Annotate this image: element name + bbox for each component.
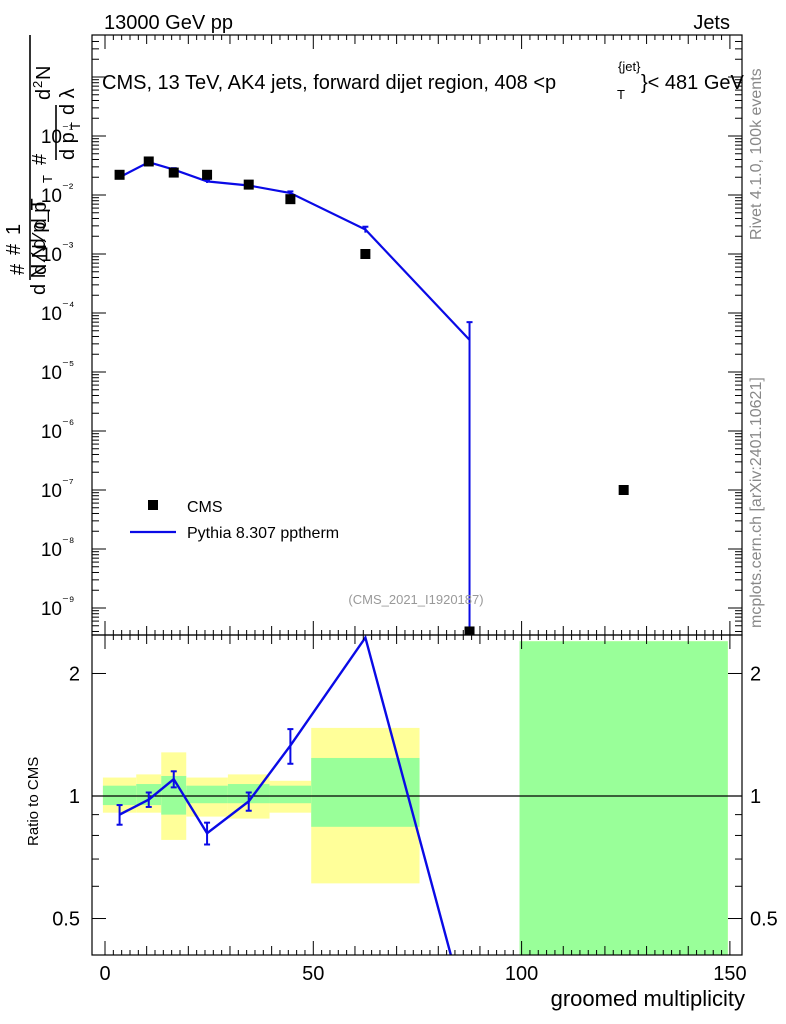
title-sup: {jet} [618, 59, 641, 74]
x-tick-label: 0 [99, 963, 110, 985]
main-y-tick-label: 10 [41, 540, 62, 561]
main-y-tick-exponent: ⁻⁹ [62, 593, 74, 608]
data-point [285, 194, 296, 205]
header-beam-label: 13000 GeV pp [104, 12, 233, 34]
svg-text:1: 1 [3, 224, 25, 235]
ratio-panel: 0.5 0.5 1 1 2 2 0 50 100 150 Ratio to CMS groomed… [25, 634, 778, 1011]
ratio-mc-line [119, 635, 453, 955]
main-y-tick-exponent: ⁻¹ [62, 121, 74, 136]
main-y-tick-exponent: ⁻⁶ [62, 416, 74, 431]
main-y-tick-exponent: ⁻⁷ [62, 475, 74, 490]
data-point [114, 169, 125, 180]
main-y-tick-exponent: ⁻⁸ [62, 534, 74, 549]
svg-text:#: # [7, 263, 29, 275]
svg-text:2: 2 [30, 81, 45, 88]
analysis-tag: (CMS_2021_I1920187) [348, 592, 483, 607]
main-y-tick-label: 10 [41, 599, 62, 620]
main-y-tick-label: 10 [41, 127, 62, 148]
main-y-tick-label: 10 [41, 245, 62, 266]
svg-text:d N ⁄ d p: d N ⁄ d p [29, 202, 51, 275]
svg-text:d p: d p [57, 132, 79, 160]
svg-text:N: N [33, 66, 55, 80]
ratio-band-inner [102, 785, 137, 806]
svg-text:CMS, 13 TeV, AK4 jets, forward: CMS, 13 TeV, AK4 jets, forward dijet reg… [102, 72, 556, 94]
data-point [143, 156, 154, 167]
chart-title: CMS, 13 TeV, AK4 jets, forward dijet reg… [102, 59, 745, 102]
main-y-tick-exponent: ⁻⁵ [62, 357, 74, 372]
main-y-tick-label: 10 [41, 304, 62, 325]
title-sub: T [617, 87, 625, 102]
x-tick-label: 150 [713, 963, 746, 985]
legend-mc-label: Pythia 8.307 pptherm [187, 525, 339, 542]
ratio-y-tick-label-right: 1 [750, 786, 761, 808]
data-point [168, 167, 179, 178]
legend-data-label: CMS [187, 499, 223, 516]
mc-line [119, 160, 471, 341]
svg-text:#: # [3, 243, 25, 255]
main-y-tick-exponent: ⁻⁴ [62, 298, 74, 313]
svg-text:d: d [33, 89, 55, 100]
title-prefix: CMS, 13 TeV, AK4 jets, forward dijet reg… [102, 72, 556, 94]
svg-text:d λ: d λ [57, 88, 79, 115]
svg-text:T: T [68, 122, 83, 130]
main-y-tick-label: 10 [41, 363, 62, 384]
main-y-tick-exponent: ⁻³ [62, 239, 74, 254]
main-frame [91, 34, 743, 636]
ratio-y-tick-label-left: 1 [69, 786, 80, 808]
svg-text:d N ⁄ d p_T: d N ⁄ d p_T [28, 198, 50, 295]
data-point [243, 179, 254, 190]
title-suffix: }< 481 GeV [641, 72, 745, 94]
data-point [202, 169, 213, 180]
ratio-y-tick-label-right: 2 [750, 663, 761, 685]
ratio-band-inner [519, 641, 728, 955]
main-y-axis-label: # 1 d N ⁄ d p_T d N ⁄ d p T # # d 2 N d … [3, 35, 83, 295]
legend-data-marker [148, 500, 158, 510]
x-tick-label: 100 [505, 963, 538, 985]
ratio-y-tick-label-right: 0.5 [750, 909, 778, 931]
main-y-tick-label: 10 [41, 481, 62, 502]
ratio-band-inner [311, 757, 420, 827]
ratio-band-inner [269, 785, 312, 804]
svg-text:T: T [40, 175, 55, 183]
main-y-tick-label: 10 [41, 186, 62, 207]
header-jets-label: Jets [693, 12, 730, 34]
ratio-y-tick-label-left: 0.5 [52, 909, 80, 931]
ratio-y-tick-label-left: 2 [69, 663, 80, 685]
main-panel: 10 ⁻⁹10 ⁻⁸10 ⁻⁷10 ⁻⁶10 ⁻⁵10 ⁻⁴10 ⁻³10 ⁻²10 ⁻¹ (CM… [41, 34, 743, 636]
legend: CMS Pythia 8.307 pptherm [130, 499, 339, 542]
ratio-band-inner [186, 785, 228, 804]
x-tick-label: 50 [302, 963, 324, 985]
main-y-tick-label: 10 [41, 422, 62, 443]
data-point [618, 485, 629, 495]
data-point [464, 626, 475, 635]
mcplots-label: mcplots.cern.ch [arXiv:2401.10621] [748, 377, 765, 628]
ratio-frame [91, 634, 743, 956]
data-point [360, 249, 371, 259]
x-axis-label: groomed multiplicity [551, 986, 745, 1011]
ratio-y-axis-label: Ratio to CMS [25, 757, 42, 846]
rivet-label: Rivet 4.1.0, 100k events [748, 68, 765, 240]
main-y-tick-exponent: ⁻² [62, 180, 74, 195]
svg-text:#: # [29, 153, 51, 165]
